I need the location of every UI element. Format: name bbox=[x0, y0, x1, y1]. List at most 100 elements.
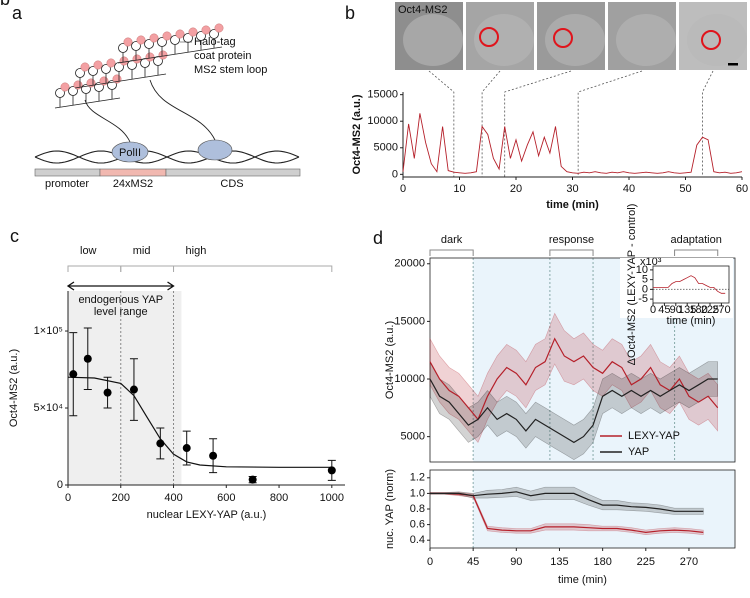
period-label: dark bbox=[441, 234, 463, 246]
rna-strand bbox=[84, 99, 131, 143]
panel-letter: b bbox=[0, 0, 10, 9]
stem-loop bbox=[196, 31, 206, 41]
nucleus-texture bbox=[403, 14, 463, 66]
halo-tag bbox=[175, 29, 185, 39]
halo-tag bbox=[201, 25, 211, 35]
y-axis-label: Oct4-MS2 (a.u.) bbox=[351, 94, 363, 174]
point bbox=[327, 466, 336, 475]
y-tick-label: 0.8 bbox=[410, 503, 425, 515]
ms2-bar bbox=[99, 168, 167, 177]
label: promoter bbox=[45, 178, 89, 190]
label: CDS bbox=[220, 178, 243, 190]
data-line bbox=[402, 113, 743, 174]
x-tick-label: 270 bbox=[712, 304, 730, 316]
halo-tag bbox=[106, 58, 116, 68]
range-label: endogenous YAP bbox=[78, 294, 163, 306]
y-tick-label: 15000 bbox=[394, 315, 425, 327]
x-tick-label: 0 bbox=[650, 304, 656, 316]
spot-marker bbox=[701, 30, 721, 50]
halo-tag bbox=[123, 37, 133, 47]
x-tick-label: 135 bbox=[550, 556, 568, 568]
stem-loop bbox=[183, 33, 193, 43]
point bbox=[103, 388, 112, 397]
legend-label: LEXY-YAP bbox=[628, 430, 680, 442]
y-tick-label: 5 bbox=[642, 274, 648, 286]
stem-loop bbox=[75, 68, 85, 78]
light-shade bbox=[473, 470, 735, 548]
rna-backbone bbox=[117, 46, 223, 64]
x-tick-label: 800 bbox=[270, 492, 288, 504]
period-bracket bbox=[674, 249, 719, 256]
stem-loop bbox=[170, 35, 180, 45]
rna-strand bbox=[149, 79, 216, 141]
x-tick-label: 30 bbox=[566, 183, 578, 195]
x-tick-label: 180 bbox=[689, 304, 707, 316]
stem-loop bbox=[88, 66, 98, 76]
panel-letter: d bbox=[373, 228, 383, 248]
point bbox=[156, 439, 165, 448]
data-line bbox=[430, 492, 704, 534]
point bbox=[129, 385, 138, 394]
polii bbox=[111, 141, 149, 163]
frame-link bbox=[504, 70, 572, 177]
halo-tag bbox=[145, 52, 155, 62]
fit-curve bbox=[67, 376, 332, 468]
frame-link bbox=[428, 70, 455, 177]
period-label: adaptation bbox=[670, 234, 721, 246]
polii bbox=[197, 139, 233, 161]
label: PolII bbox=[119, 147, 141, 159]
x-axis-label: time (min) bbox=[558, 574, 607, 586]
x-tick-label: 225 bbox=[637, 556, 655, 568]
label: 24xMS2 bbox=[113, 178, 153, 190]
stem-loop bbox=[157, 37, 167, 47]
region-bracket bbox=[67, 265, 122, 272]
cds-bar bbox=[165, 168, 301, 177]
error-band bbox=[429, 360, 719, 461]
halo-tag bbox=[214, 23, 224, 33]
data-line bbox=[430, 491, 704, 512]
y-tick-label: -5 bbox=[638, 293, 648, 305]
point bbox=[182, 444, 191, 453]
x-tick-label: 45 bbox=[467, 556, 479, 568]
legend-label: YAP bbox=[628, 446, 649, 458]
halo-tag bbox=[149, 33, 159, 43]
nucleus-texture bbox=[616, 14, 676, 66]
y-tick-label: 0.4 bbox=[410, 534, 425, 546]
x-axis-label: nuclear LEXY-YAP (a.u.) bbox=[147, 509, 267, 521]
x-tick-label: 50 bbox=[679, 183, 691, 195]
panel-letter: c bbox=[10, 226, 19, 246]
x-tick-label: 200 bbox=[112, 492, 130, 504]
schematic: a Halo-tag coat protein MS2 stem loop Po… bbox=[12, 3, 301, 190]
halo-tag bbox=[136, 35, 146, 45]
frame-link bbox=[702, 70, 714, 177]
shade bbox=[68, 291, 182, 485]
y-tick-label: 0 bbox=[57, 479, 63, 491]
stem-loop bbox=[55, 88, 65, 98]
spot-marker bbox=[479, 27, 499, 47]
y-tick-label: 1.2 bbox=[410, 472, 425, 484]
x-tick-label: 90 bbox=[670, 304, 682, 316]
promoter-bar bbox=[34, 168, 101, 177]
y-tick-label: 15000 bbox=[367, 89, 398, 101]
point bbox=[83, 354, 92, 363]
x-tick-label: 45 bbox=[658, 304, 670, 316]
halo-tag bbox=[132, 54, 142, 64]
y-tick-label: 0 bbox=[642, 283, 648, 295]
nucleus-texture bbox=[474, 14, 534, 66]
plot-frame bbox=[429, 257, 736, 463]
y-tick-label: 0.6 bbox=[410, 519, 425, 531]
spot-marker bbox=[553, 28, 573, 48]
stem-loop bbox=[131, 41, 141, 51]
halo-tag bbox=[188, 27, 198, 37]
region-label: high bbox=[186, 245, 207, 257]
error-band bbox=[429, 312, 719, 443]
halo-tag bbox=[80, 62, 90, 72]
label: MS2 stem loop bbox=[194, 64, 267, 76]
nucleus-texture bbox=[545, 14, 605, 66]
region-bracket bbox=[173, 265, 333, 272]
y-tick-label: 5000 bbox=[401, 431, 425, 443]
halo-tag bbox=[162, 31, 172, 41]
point bbox=[209, 451, 218, 460]
period-bracket bbox=[549, 249, 594, 256]
x-tick-label: 600 bbox=[217, 492, 235, 504]
